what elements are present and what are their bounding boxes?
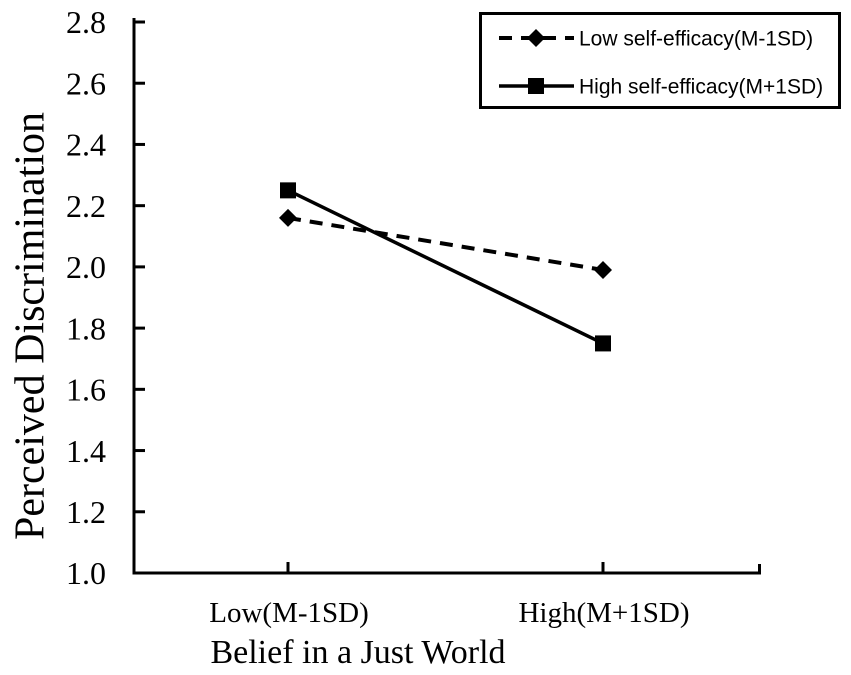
x-tick-label: High(M+1SD) bbox=[518, 597, 689, 629]
axes: 2.8 2.6 2.4 2.2 2.0 1.8 1.6 1.4 1.2 1.0 Low(M-1SD… bbox=[66, 4, 761, 629]
y-tick-label: 2.8 bbox=[66, 4, 106, 40]
marker-square bbox=[595, 335, 611, 352]
x-axis-title: Belief in a Just World bbox=[210, 634, 505, 671]
legend: Low self-efficacy(M-1SD) High self-effica… bbox=[479, 12, 841, 109]
y-tick-label: 1.0 bbox=[66, 555, 106, 591]
legend-entry: High self-efficacy(M+1SD) bbox=[499, 75, 823, 98]
marker-square bbox=[280, 182, 296, 199]
legend-label: Low self-efficacy(M-1SD) bbox=[579, 27, 813, 50]
y-tick-labels: 2.8 2.6 2.4 2.2 2.0 1.8 1.6 1.4 1.2 1.0 bbox=[66, 4, 106, 591]
series-layer bbox=[279, 182, 612, 352]
series-line-high bbox=[287, 188, 604, 345]
y-tick-label: 2.0 bbox=[66, 249, 106, 285]
marker-diamond bbox=[279, 208, 297, 227]
x-tick-label: Low(M-1SD) bbox=[209, 597, 369, 629]
y-tick-label: 1.4 bbox=[66, 433, 106, 469]
legend-label: High self-efficacy(M+1SD) bbox=[579, 75, 823, 98]
x-ticks bbox=[286, 562, 605, 573]
y-tick-label: 2.2 bbox=[66, 188, 106, 224]
y-axis-title: Perceived Discrimination bbox=[8, 112, 54, 540]
y-ticks bbox=[134, 20, 145, 575]
y-tick-label: 1.8 bbox=[66, 310, 106, 346]
y-tick-label: 2.6 bbox=[66, 65, 106, 101]
marker-diamond bbox=[527, 29, 545, 47]
x-tick-labels: Low(M-1SD) High(M+1SD) bbox=[209, 597, 689, 629]
y-tick-label: 1.6 bbox=[66, 372, 106, 408]
legend-entries: Low self-efficacy(M-1SD) High self-effica… bbox=[499, 27, 823, 98]
marker-square bbox=[528, 78, 544, 94]
y-tick-label: 1.2 bbox=[66, 494, 106, 530]
y-tick-label: 2.4 bbox=[66, 127, 106, 163]
series-line-low bbox=[287, 215, 604, 272]
marker-diamond bbox=[594, 260, 612, 279]
legend-entry: Low self-efficacy(M-1SD) bbox=[499, 27, 813, 50]
